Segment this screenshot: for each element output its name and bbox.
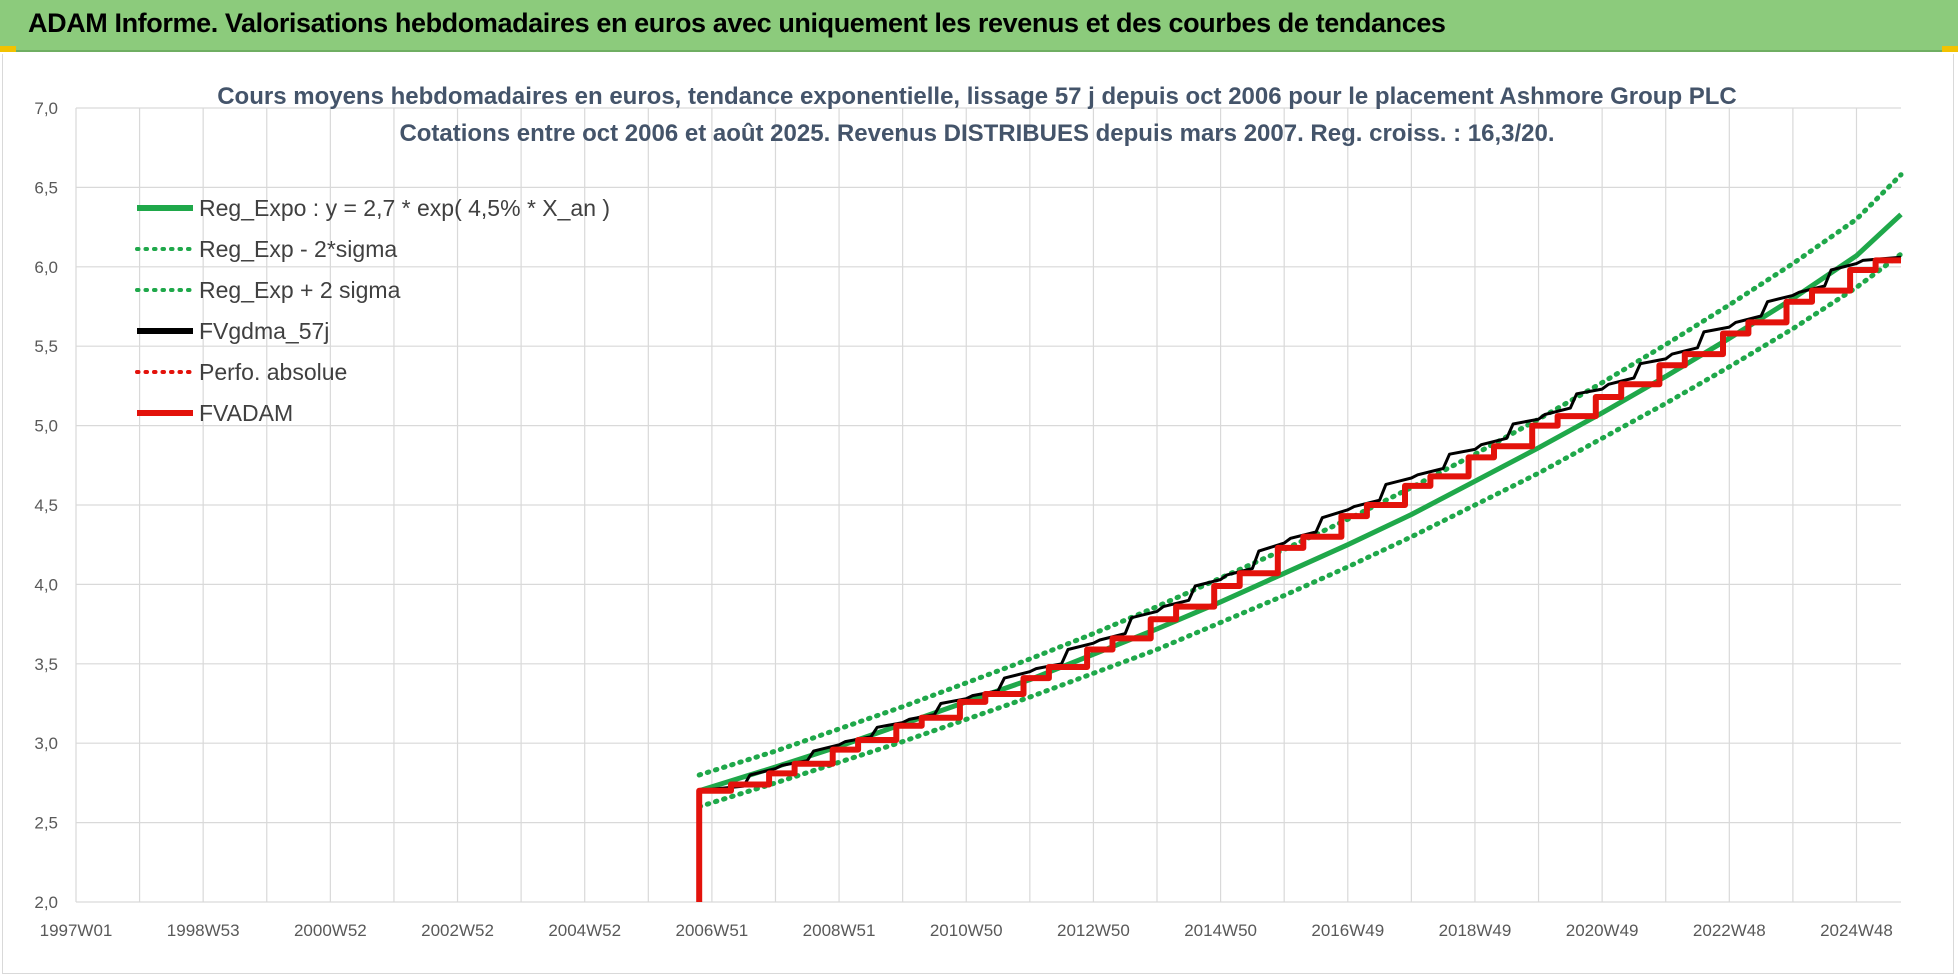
page-header: ADAM Informe. Valorisations hebdomadaire… (0, 0, 1958, 52)
x-tick-label: 2014W50 (1184, 921, 1257, 940)
chart-frame: 2,0 2,5 3,0 3,5 4,0 4,5 5,0 5,5 6,0 6,5 7,0 1997W0… (2, 54, 1954, 974)
series-line-0 (698, 212, 1903, 794)
chart-svg: 2,0 2,5 3,0 3,5 4,0 4,5 5,0 5,5 6,0 6,5 7,0 1997W0… (34, 83, 1904, 940)
series-line-5 (696, 257, 1901, 902)
x-tick-label: 2024W48 (1820, 921, 1893, 940)
y-tick-label: 5,5 (34, 337, 58, 356)
series-line-3 (697, 255, 1902, 902)
series-line-2 (696, 172, 1904, 778)
y-tick-label: 3,0 (34, 734, 58, 753)
x-tick-label: 2004W52 (548, 921, 621, 940)
x-tick-label: 2010W50 (930, 921, 1003, 940)
legend-label: Reg_Exp - 2*sigma (199, 236, 397, 262)
x-tick-label: 2018W49 (1439, 921, 1512, 940)
page-title: ADAM Informe. Valorisations hebdomadaire… (28, 8, 1446, 38)
legend-label: Reg_Expo : y = 2,7 * exp( 4,5% * X_an ) (199, 195, 610, 221)
corner-marker-left (0, 46, 16, 52)
x-tick-label: 2002W52 (421, 921, 494, 940)
chart-title-line: Cours moyens hebdomadaires en euros, ten… (217, 83, 1737, 110)
x-tick-label: 2022W48 (1693, 921, 1766, 940)
y-tick-label: 2,0 (34, 893, 58, 912)
chart-grid (75, 107, 1901, 903)
series-line-1 (696, 251, 1904, 810)
x-tick-label: 2000W52 (294, 921, 367, 940)
x-tick-label: 2020W49 (1566, 921, 1639, 940)
y-axis-ticks: 2,0 2,5 3,0 3,5 4,0 4,5 5,0 5,5 6,0 6,5 7,0 (34, 99, 58, 912)
y-tick-label: 7,0 (34, 99, 58, 118)
legend-label: FVADAM (199, 400, 293, 426)
x-tick-label: 2006W51 (675, 921, 748, 940)
x-tick-label: 1998W53 (167, 921, 240, 940)
y-tick-label: 6,0 (34, 258, 58, 277)
y-tick-label: 3,5 (34, 655, 58, 674)
chart-title: Cours moyens hebdomadaires en euros, ten… (217, 83, 1737, 147)
y-tick-label: 4,0 (34, 575, 58, 594)
legend-label: FVgdma_57j (199, 318, 329, 344)
chart-legend: Reg_Expo : y = 2,7 * exp( 4,5% * X_an ) R… (135, 195, 610, 426)
legend-label: Perfo. absolue (199, 359, 347, 385)
legend-label: Reg_Exp + 2 sigma (199, 277, 401, 303)
chart-series (696, 172, 1904, 902)
y-tick-label: 2,5 (34, 814, 58, 833)
x-tick-label: 2016W49 (1311, 921, 1384, 940)
x-axis-ticks: 1997W01 1998W53 2000W52 2002W52 2004W52 2006W… (40, 921, 1893, 940)
x-tick-label: 2012W50 (1057, 921, 1130, 940)
y-tick-label: 5,0 (34, 417, 58, 436)
y-tick-label: 4,5 (34, 496, 58, 515)
x-tick-label: 2008W51 (803, 921, 876, 940)
corner-marker-right (1942, 46, 1958, 52)
x-tick-label: 1997W01 (40, 921, 113, 940)
y-tick-label: 6,5 (34, 178, 58, 197)
chart-title-line: Cotations entre oct 2006 et août 2025. R… (399, 120, 1554, 147)
